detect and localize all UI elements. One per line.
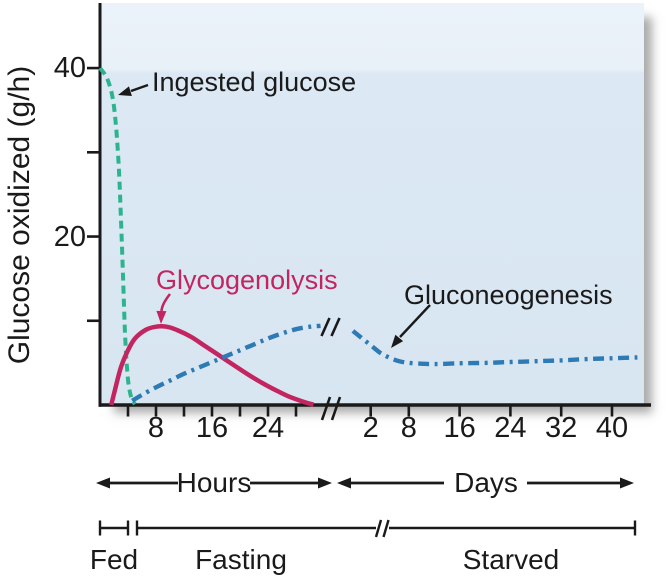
curve-break-mark — [330, 317, 341, 337]
x-tick-label-hours: 16 — [195, 412, 229, 444]
x-tick-label-days: 24 — [494, 412, 527, 444]
y-tick-label: 40 — [53, 52, 86, 85]
series-path-glycogenolysis — [109, 324, 315, 407]
hours-range-arrow-arrowhead-left — [96, 477, 110, 489]
phase-label-fed: Fed — [89, 544, 139, 575]
y-tick-label: 20 — [53, 220, 86, 253]
x-tick-label-days: 16 — [443, 412, 476, 444]
days-range-arrow-arrowhead-left — [337, 477, 351, 489]
series-label-gluconeogenesis: Gluconeogenesis — [404, 280, 613, 310]
hours-range-arrow-arrowhead-right — [318, 477, 332, 489]
phase-label-fasting: Fasting — [195, 544, 287, 575]
days-range-arrow-arrowhead-right — [620, 477, 634, 489]
x-tick-label-hours: 8 — [147, 412, 165, 444]
x-axis-break-mark — [320, 396, 332, 421]
x-tick-label-hours: 24 — [251, 412, 285, 444]
bracket-break-mark — [382, 519, 390, 538]
series-label-glycogenolysis: Glycogenolysis — [156, 265, 338, 295]
x-tick-label-days: 32 — [545, 412, 578, 444]
series-label-ingested-glucose: Ingested glucose — [152, 67, 357, 97]
x-tick-label-days: 8 — [400, 412, 417, 444]
days-axis-label: Days — [454, 467, 518, 498]
gluconeogenesis-arrow — [399, 304, 431, 338]
series-path-gluconeogenesis — [131, 323, 321, 403]
glycogenolysis-arrowhead — [156, 310, 167, 324]
x-tick-label-days: 2 — [362, 412, 379, 444]
curve-break-mark — [320, 317, 331, 337]
glycogenolysis-arrow — [160, 293, 172, 312]
series-path-gluconeogenesis — [351, 329, 638, 367]
ingested-glucose-arrowhead — [118, 86, 132, 96]
x-axis-break-mark — [330, 396, 342, 421]
gluconeogenesis-arrowhead — [391, 334, 404, 348]
series-path-ingested-glucose — [98, 66, 137, 406]
ingested-glucose-arrow — [130, 83, 149, 93]
x-tick-label-days: 40 — [595, 412, 629, 444]
bracket-break-mark — [374, 519, 383, 538]
phase-label-starved: Starved — [462, 544, 560, 575]
hours-axis-label: Hours — [176, 467, 252, 498]
